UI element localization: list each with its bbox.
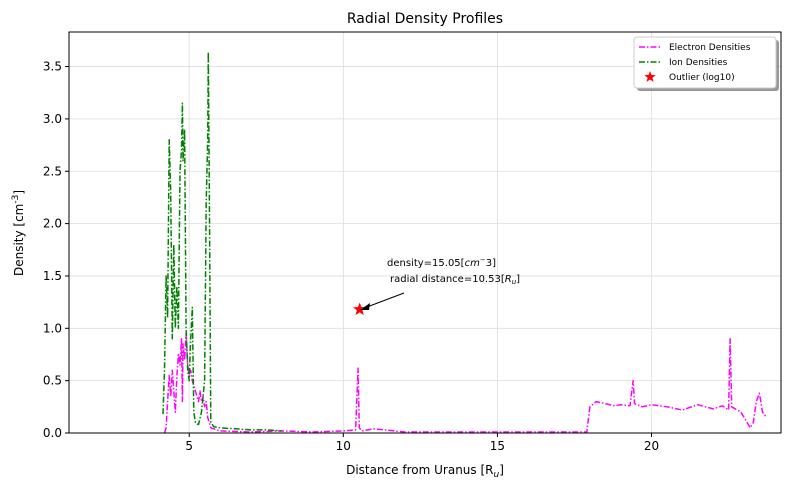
annotation-density-text: density=15.05[cm−3] — [387, 256, 496, 269]
annotation-arrow-line — [366, 292, 405, 308]
series-layer — [162, 51, 767, 434]
grid — [69, 32, 781, 434]
legend-outlier-label: Outlier (log10) — [669, 73, 735, 83]
y-tick-label: 2.5 — [43, 164, 62, 178]
y-axis-ticks: 0.0 0.5 1.0 1.5 2.0 2.5 3.0 3.5 — [43, 60, 69, 440]
y-tick-label: 0.5 — [43, 374, 62, 388]
y-axis-label: Density [cm-3] — [11, 190, 26, 276]
outlier-star-marker — [353, 302, 367, 316]
annotation-arrow-head — [360, 303, 370, 310]
legend-electron-label: Electron Densities — [669, 43, 751, 53]
x-axis-label: Distance from Uranus [Ru] — [346, 463, 504, 480]
chart-title: Radial Density Profiles — [347, 11, 503, 27]
x-axis-ticks: 5 10 15 20 — [185, 433, 659, 453]
outlier-annotation: density=15.05[cm−3] radial distance=10.5… — [360, 256, 520, 310]
x-tick-label: 10 — [336, 439, 351, 453]
plot-frame — [68, 31, 782, 434]
x-tick-label: 20 — [644, 439, 659, 453]
y-tick-label: 1.0 — [43, 321, 62, 335]
legend-outlier-star-icon — [644, 71, 656, 82]
ion-density-line — [162, 51, 282, 432]
y-tick-label: 1.5 — [43, 269, 62, 283]
legend: Electron Densities Ion Densities Outlier… — [633, 36, 779, 91]
electron-density-line — [163, 332, 767, 434]
y-tick-label: 3.5 — [43, 60, 62, 74]
y-tick-label: 2.0 — [43, 217, 62, 231]
legend-ion-label: Ion Densities — [669, 58, 728, 68]
y-tick-label: 3.0 — [43, 112, 62, 126]
annotation-distance-text: radial distance=10.53[Ru] — [390, 274, 520, 286]
y-tick-label: 0.0 — [43, 426, 62, 440]
x-tick-label: 5 — [185, 439, 193, 453]
legend-box — [633, 36, 777, 89]
x-tick-label: 15 — [490, 439, 505, 453]
